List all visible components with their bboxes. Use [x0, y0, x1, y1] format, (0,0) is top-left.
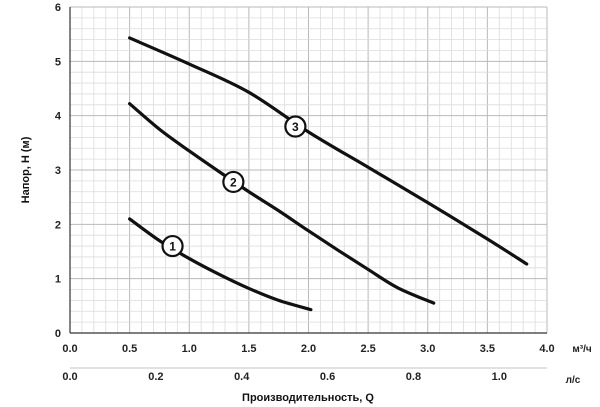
curve-2	[128, 102, 436, 305]
y-tick-label: 1	[55, 274, 61, 286]
x-tick-label: 0.5	[122, 343, 137, 355]
x-tick-label: 4.0	[539, 343, 554, 355]
x-tick-label: 1.5	[241, 343, 256, 355]
x2-tick-label: 0.2	[148, 371, 163, 383]
curve-marker-1: 1	[161, 234, 184, 258]
y-tick-label: 2	[55, 219, 61, 231]
x-axis-title: Производительность, Q	[242, 392, 374, 404]
y-tick-label: 3	[55, 165, 61, 177]
x-tick-label: 0.0	[62, 343, 77, 355]
x2-tick-label: 0.6	[320, 371, 335, 383]
curve-3	[128, 36, 529, 266]
y-tick-label: 6	[55, 2, 61, 14]
x2-tick-label: 1.0	[492, 371, 507, 383]
series	[128, 36, 529, 312]
y-axis-title: Напор, Н (м)	[20, 136, 32, 203]
x-tick-label: 2.5	[360, 343, 375, 355]
x-tick-label: 3.5	[480, 343, 495, 355]
marker-circle	[284, 115, 307, 138]
y-tick-label: 0	[55, 328, 61, 340]
y-tick-label: 4	[55, 111, 62, 123]
marker-circle	[222, 170, 245, 194]
x-tick-label: 2.0	[301, 343, 316, 355]
tick-labels: 0.0 0.5 1.0 1.5 2.0 2.5 3.0 3.5 4.0 0 1 2 3 4 5 6 0.0 0.2…	[55, 2, 555, 383]
x2-tick-label: 0.4	[234, 371, 250, 383]
x2-tick-label: 0.8	[406, 371, 421, 383]
axes	[69, 7, 547, 369]
marker-circle	[161, 234, 184, 258]
marker-number: 1	[169, 240, 176, 254]
x2-unit-label: л/с	[566, 375, 581, 386]
curve-marker-3: 3	[284, 115, 307, 138]
x-tick-label: 3.0	[420, 343, 435, 355]
marker-number: 2	[230, 175, 237, 189]
x-tick-label: 1.0	[182, 343, 197, 355]
curve-marker-2: 2	[222, 170, 245, 194]
x2-tick-label: 0.0	[62, 371, 77, 383]
grid	[69, 6, 548, 334]
y-tick-label: 5	[55, 56, 61, 68]
curve-labels: 1 2 3	[161, 115, 307, 258]
marker-number: 3	[292, 120, 299, 134]
curve-1	[128, 217, 313, 312]
x-unit-label: м³/ч	[572, 344, 592, 355]
